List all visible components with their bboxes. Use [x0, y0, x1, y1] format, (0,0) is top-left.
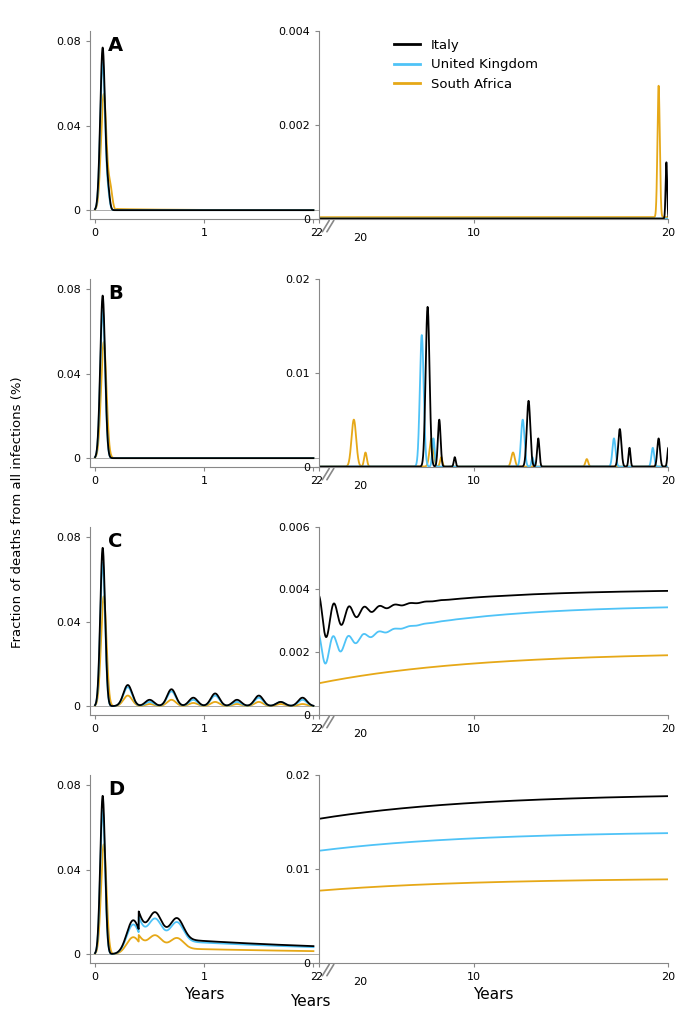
Text: D: D: [108, 780, 124, 800]
Text: A: A: [108, 37, 123, 55]
Text: C: C: [108, 532, 122, 551]
Text: Fraction of deaths from all infections (%): Fraction of deaths from all infections (…: [11, 376, 23, 648]
Text: B: B: [108, 285, 123, 303]
Text: 20: 20: [353, 480, 367, 490]
Text: Years: Years: [290, 993, 330, 1009]
Text: 20: 20: [353, 729, 367, 738]
X-axis label: Years: Years: [473, 987, 514, 1002]
Legend: Italy, United Kingdom, South Africa: Italy, United Kingdom, South Africa: [389, 34, 543, 96]
X-axis label: Years: Years: [184, 987, 225, 1002]
Text: 20: 20: [353, 232, 367, 243]
Text: 20: 20: [353, 977, 367, 987]
